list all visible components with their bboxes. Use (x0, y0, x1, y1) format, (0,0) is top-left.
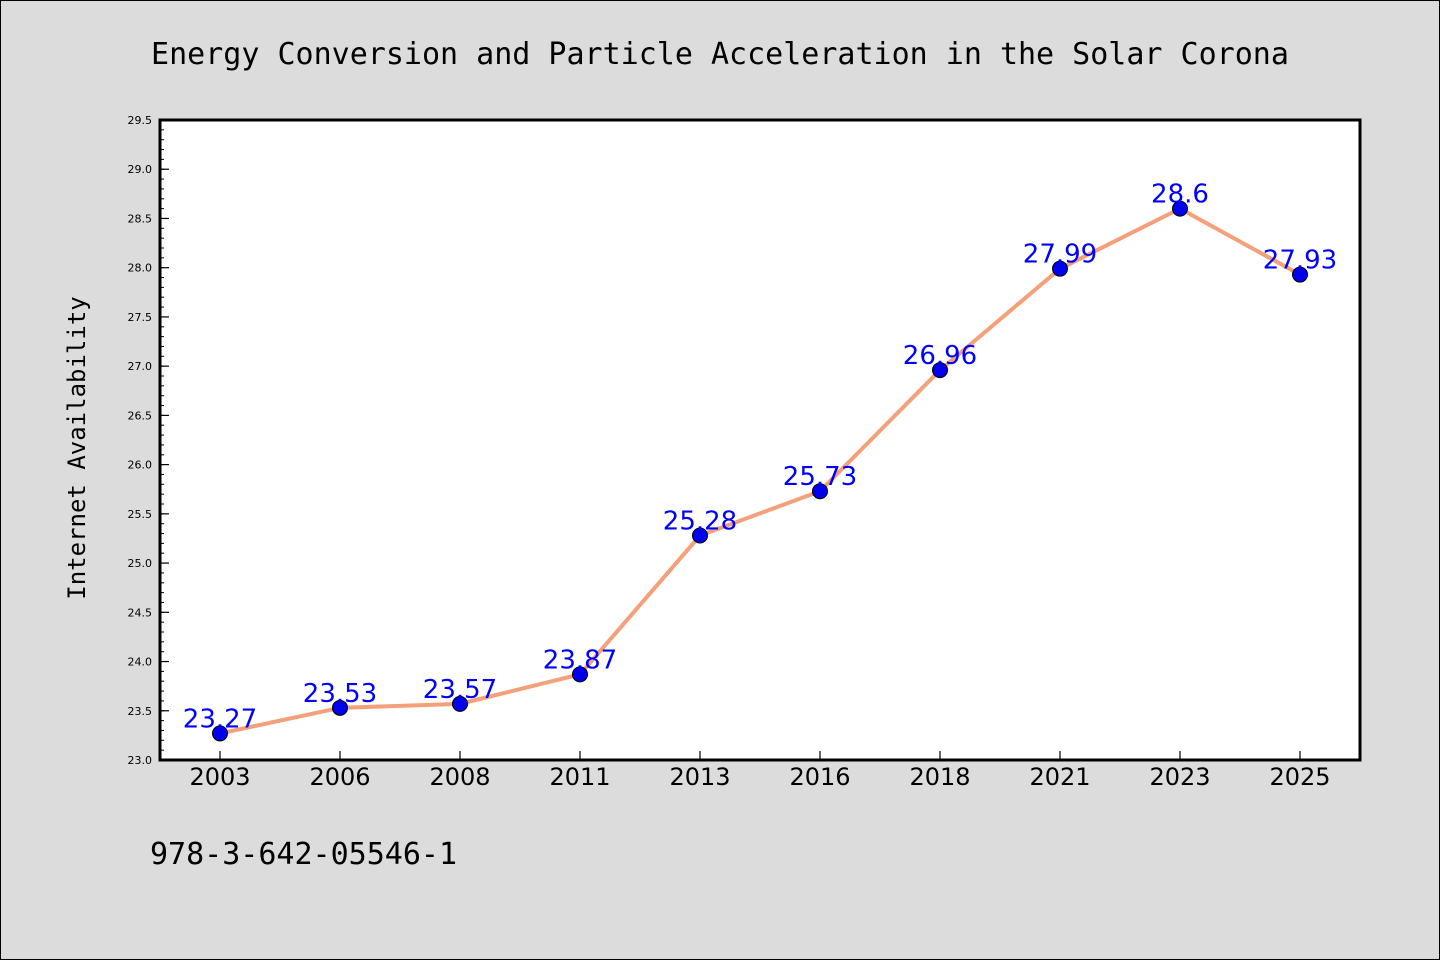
y-tick-label: 27.5 (128, 311, 153, 324)
x-tick-label: 2011 (549, 763, 610, 791)
plot-border (158, 118, 1362, 762)
data-point (332, 699, 348, 716)
x-tick-label: 2006 (309, 763, 370, 791)
data-point (812, 483, 828, 500)
y-tick-label: 23.5 (128, 705, 153, 718)
x-tick-label: 2016 (789, 763, 850, 791)
x-tick-label: 2013 (669, 763, 730, 791)
series-line (218, 206, 1302, 736)
data-label: 27.99 (1023, 240, 1097, 270)
data-point (452, 695, 468, 712)
data-point (1292, 266, 1308, 283)
y-tick-label: 25.0 (128, 557, 153, 570)
x-tick-label: 2018 (909, 763, 970, 791)
y-tick-label: 28.0 (128, 262, 153, 275)
footer-isbn: 978-3-642-05546-1 (150, 837, 457, 872)
plot-area (160, 120, 1360, 760)
data-label: 23.53 (303, 679, 377, 709)
data-markers (212, 200, 1308, 742)
x-tick-label: 2021 (1029, 763, 1090, 791)
data-label: 27.93 (1263, 246, 1337, 276)
y-tick-label: 25.5 (128, 508, 153, 521)
data-label: 23.57 (423, 675, 497, 705)
y-tick-label: 28.5 (128, 212, 153, 225)
x-tick-label: 2003 (189, 763, 250, 791)
x-tick-label: 2025 (1269, 763, 1330, 791)
y-tick-label: 26.5 (128, 409, 153, 422)
x-tick-label: 2008 (429, 763, 490, 791)
data-label: 23.27 (183, 704, 257, 734)
y-tick-label: 24.5 (128, 606, 153, 619)
data-point (1172, 200, 1188, 217)
data-point (1052, 260, 1068, 277)
y-tick-label: 23.0 (128, 754, 153, 767)
data-point (572, 666, 588, 683)
data-point (932, 362, 948, 379)
data-label: 23.87 (543, 645, 617, 675)
y-tick-label: 26.0 (128, 459, 153, 472)
y-axis-label: Internet Availability (63, 296, 91, 599)
data-point (212, 725, 228, 742)
y-tick-label: 27.0 (128, 360, 153, 373)
chart-title: Energy Conversion and Particle Accelerat… (151, 37, 1289, 72)
data-label: 25.73 (783, 462, 857, 492)
data-point (692, 527, 708, 544)
data-label: 25.28 (663, 507, 737, 537)
y-tick-label: 29.5 (128, 114, 153, 127)
data-labels: 23.27 23.53 23.57 23.87 25.28 25.73 26.96 27.99… (183, 180, 1337, 735)
x-axis-ticks: 2003 2006 2008 2011 2013 2016 2018 2021 2023 2025 (189, 751, 1331, 791)
x-tick-label: 2023 (1149, 763, 1210, 791)
data-label: 28.6 (1151, 180, 1209, 210)
y-axis-ticks: 23.0 23.5 24.0 24.5 25.0 25.5 26.0 26.5 27.0 27.5… (128, 114, 169, 767)
y-tick-label: 29.0 (128, 163, 153, 176)
y-tick-label: 24.0 (128, 656, 153, 669)
data-label: 26.96 (903, 341, 977, 371)
